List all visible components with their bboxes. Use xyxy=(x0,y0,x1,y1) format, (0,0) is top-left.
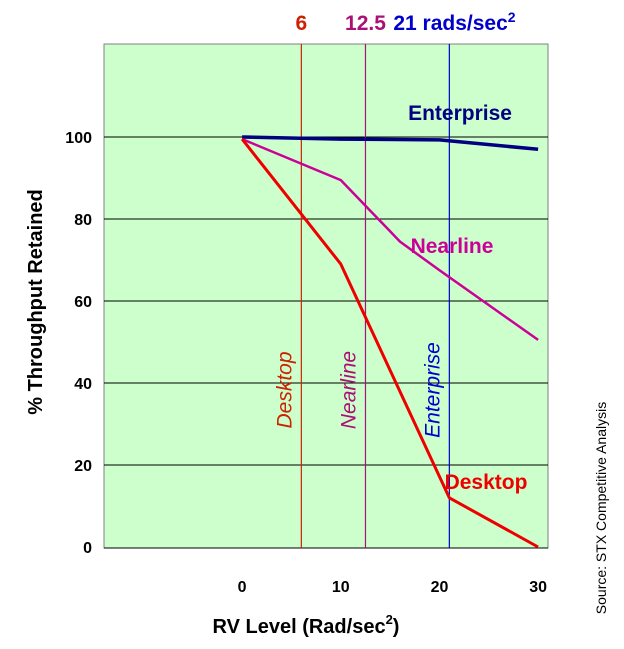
series-line-desktop xyxy=(240,138,539,549)
y-axis-title: % Throughput Retained xyxy=(25,189,47,415)
threshold-rotated-label: Nearline xyxy=(337,351,360,429)
series-line-nearline xyxy=(241,137,539,341)
series-line-enterprise xyxy=(242,135,539,152)
x-tick-label: 0 xyxy=(238,579,247,596)
y-tick-label: 20 xyxy=(74,458,92,475)
y-tick-label: 100 xyxy=(65,130,92,147)
threshold-value-label: 6 xyxy=(295,12,307,35)
x-tick-label: 10 xyxy=(332,579,350,596)
series-label-enterprise: Enterprise xyxy=(408,102,512,125)
threshold-rotated-label: Desktop xyxy=(273,351,296,428)
x-axis-title: RV Level (Rad/sec2) xyxy=(213,612,400,638)
series-label-nearline: Nearline xyxy=(411,235,494,258)
y-tick-label: 40 xyxy=(74,376,92,393)
y-tick-label: 80 xyxy=(74,212,92,229)
threshold-value-label: 12.5 xyxy=(345,12,386,35)
y-tick-label: 0 xyxy=(83,540,92,557)
x-tick-label: 20 xyxy=(431,579,449,596)
threshold-value-label: 21 rads/sec2 xyxy=(393,9,515,35)
source-note: Source: STX Competitive Analysis xyxy=(593,402,609,614)
threshold-rotated-label: Enterprise xyxy=(421,342,444,438)
series-label-desktop: Desktop xyxy=(445,471,528,494)
y-tick-label: 60 xyxy=(74,294,92,311)
x-tick-label: 30 xyxy=(529,579,547,596)
